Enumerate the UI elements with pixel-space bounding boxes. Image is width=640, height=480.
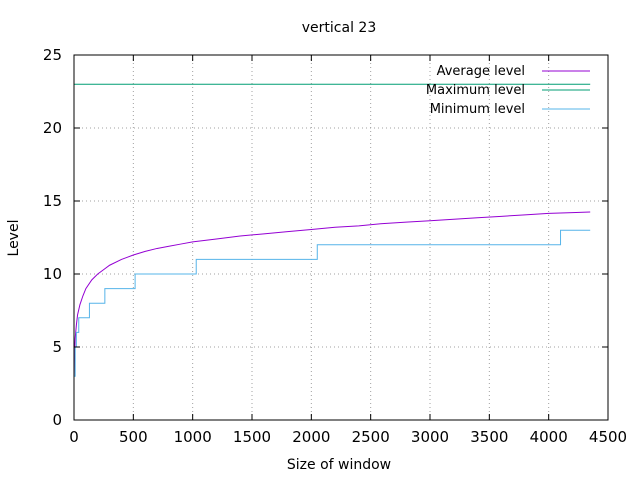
y-axis-title: Level	[6, 220, 22, 257]
series-line-average-level	[73, 211, 591, 377]
x-tick-label: 500	[119, 428, 148, 446]
legend-label-minimum-level: Minimum level	[430, 102, 525, 117]
legend-label-average-level: Average level	[437, 64, 525, 79]
y-tick-label: 10	[43, 265, 62, 283]
x-tick-label: 3500	[470, 428, 508, 446]
y-tick-label: 5	[52, 338, 62, 356]
grid	[74, 55, 608, 420]
y-tick-label: 25	[43, 46, 62, 64]
chart-title: vertical 23	[302, 20, 376, 36]
legend-label-maximum-level: Maximum level	[426, 83, 525, 98]
x-tick-label: 2500	[352, 428, 390, 446]
x-axis-title: Size of window	[287, 457, 391, 473]
y-tick-label: 15	[43, 192, 62, 210]
plot-frame	[73, 54, 609, 421]
legend: Average level Maximum level Minimum level	[426, 64, 590, 117]
x-tick-label: 1000	[174, 428, 212, 446]
series-layer	[73, 83, 591, 377]
x-tick-label: 1500	[233, 428, 271, 446]
x-tick-label: 4000	[530, 428, 568, 446]
x-tick-label: 4500	[589, 428, 627, 446]
x-tick-label: 3000	[411, 428, 449, 446]
y-tick-label: 0	[52, 411, 62, 429]
x-tick-label: 2000	[292, 428, 330, 446]
x-tick-label: 0	[69, 428, 79, 446]
y-tick-label: 20	[43, 119, 62, 137]
ticks: 0 500 1000 1500 2000 2500 3000 3500 4000 4500 0 5 10…	[43, 46, 627, 446]
series-line-minimum-level	[74, 229, 591, 377]
